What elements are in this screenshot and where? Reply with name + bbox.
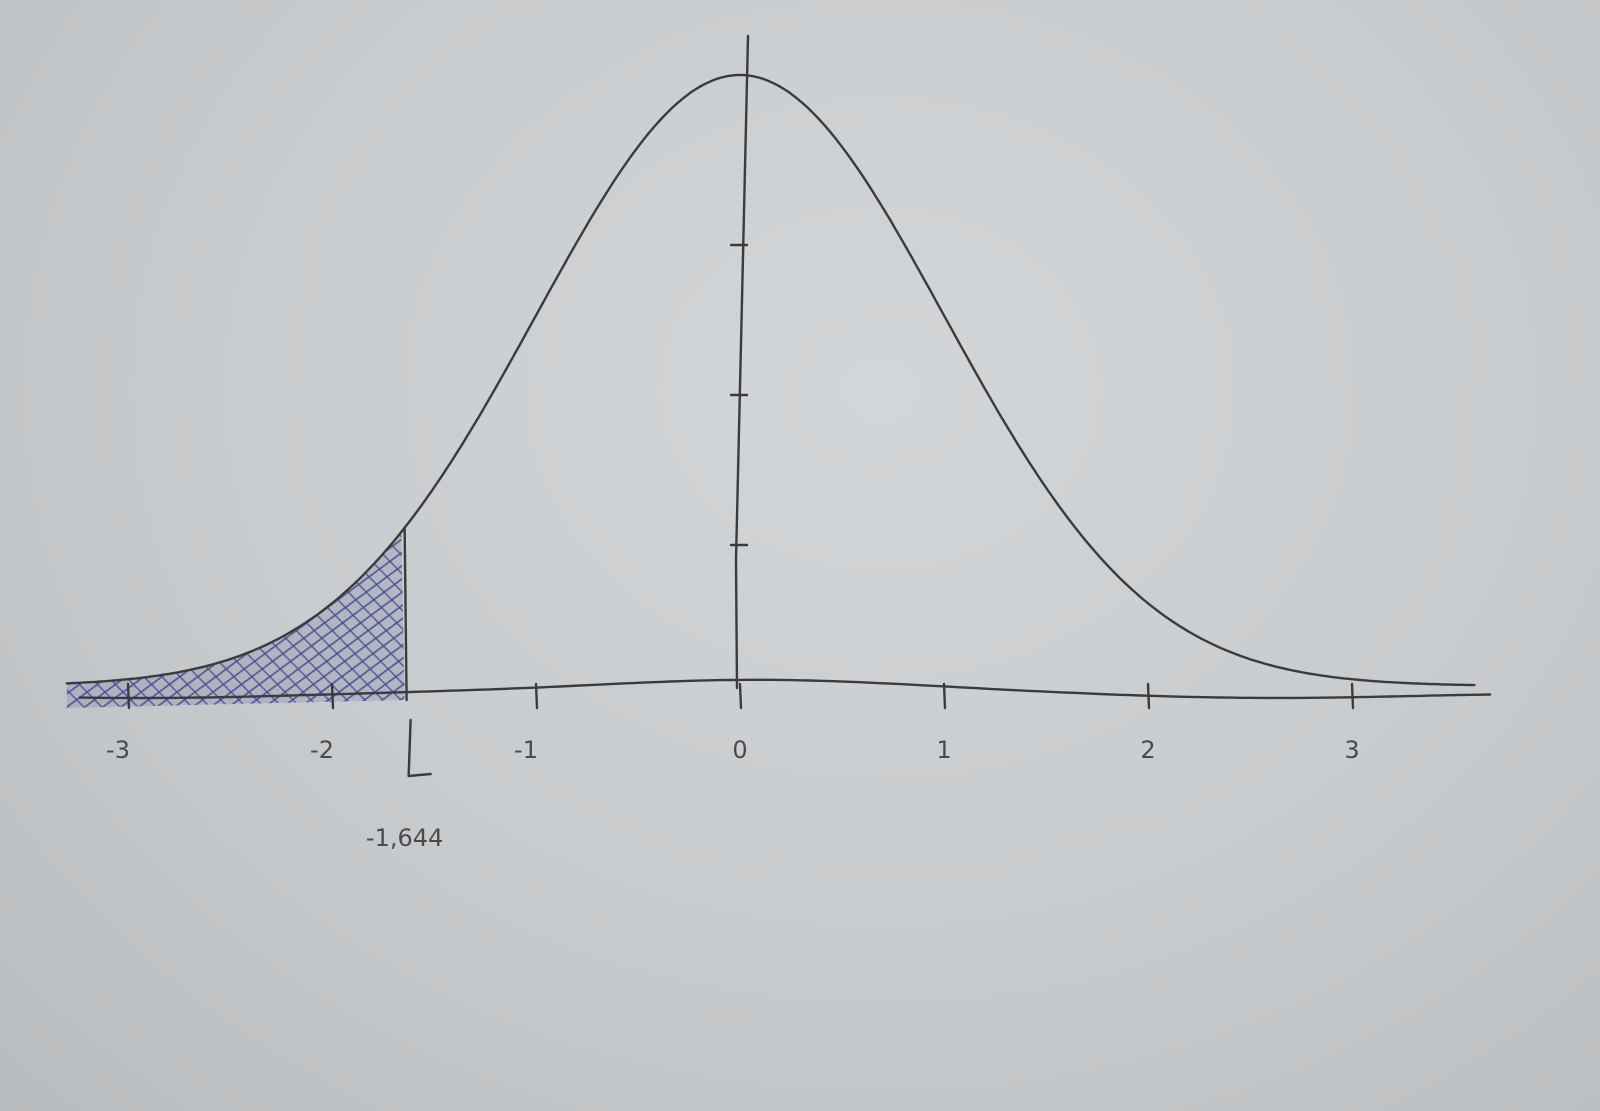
hatch-line: [404, 531, 405, 708]
y-axis-line: [734, 34, 750, 690]
hatch-line: [0, 518, 35, 710]
hatch-line: [0, 518, 15, 710]
hatch-line: [386, 531, 405, 708]
hatch-line: [278, 531, 405, 708]
critical-value-bracket: [407, 718, 432, 778]
x-tick: [738, 682, 743, 710]
hatch-line: [382, 531, 405, 708]
x-tick: [1146, 682, 1151, 710]
hatch-line: [455, 518, 645, 710]
x-tick-label: 2: [1140, 736, 1155, 764]
x-tick-label: 3: [1344, 736, 1359, 764]
hatch-line: [66, 531, 90, 708]
hatch-line: [66, 531, 70, 708]
hatch-line: [314, 531, 405, 708]
x-tick: [534, 682, 539, 710]
hatch-line: [66, 531, 88, 708]
x-tick-label: -3: [106, 736, 130, 764]
hatch-line: [423, 518, 683, 710]
x-tick-label: 1: [936, 736, 951, 764]
x-tick-label: -2: [310, 736, 334, 764]
x-tick-label: 0: [732, 736, 747, 764]
hatch-line: [400, 531, 405, 708]
hatch-line: [0, 518, 17, 710]
hatch-line: [206, 531, 405, 708]
hatch-line: [437, 518, 627, 710]
hatch-line: [0, 518, 51, 710]
bell-curve: [65, 73, 1476, 687]
hatch-line: [350, 531, 405, 708]
critical-value-line: [403, 526, 408, 702]
x-tick-label: -1: [514, 736, 538, 764]
hatch-line: [332, 531, 405, 708]
hatch-line: [0, 518, 33, 710]
y-axis-ticks: [729, 243, 749, 547]
x-axis-line: [78, 678, 1492, 700]
x-tick: [126, 682, 131, 710]
x-tick: [942, 682, 947, 710]
hatch-line: [368, 531, 405, 708]
hatch-line: [260, 531, 405, 708]
hatch-line: [296, 531, 405, 708]
hatch-line: [0, 518, 53, 710]
hatch-line: [242, 531, 405, 708]
hatch-line: [419, 518, 609, 710]
critical-value-label: -1,644: [366, 824, 443, 852]
hatch-line: [364, 531, 405, 708]
shaded-fill: [66, 531, 405, 708]
hatch-line: [224, 531, 405, 708]
hatch-line: [66, 531, 72, 708]
x-tick: [1350, 682, 1355, 710]
x-tick: [330, 682, 335, 710]
